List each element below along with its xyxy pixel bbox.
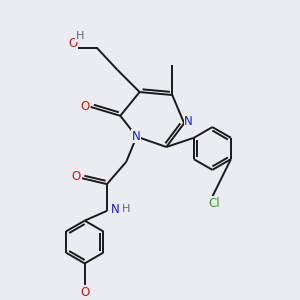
Text: O: O [81,286,90,299]
Text: N: N [132,130,140,142]
Text: H: H [75,31,84,41]
Text: Cl: Cl [208,196,220,210]
Text: O: O [68,38,77,50]
Text: N: N [111,203,120,216]
Text: O: O [81,100,90,113]
Text: H: H [122,204,130,214]
Text: O: O [72,170,81,183]
Text: N: N [184,115,193,128]
